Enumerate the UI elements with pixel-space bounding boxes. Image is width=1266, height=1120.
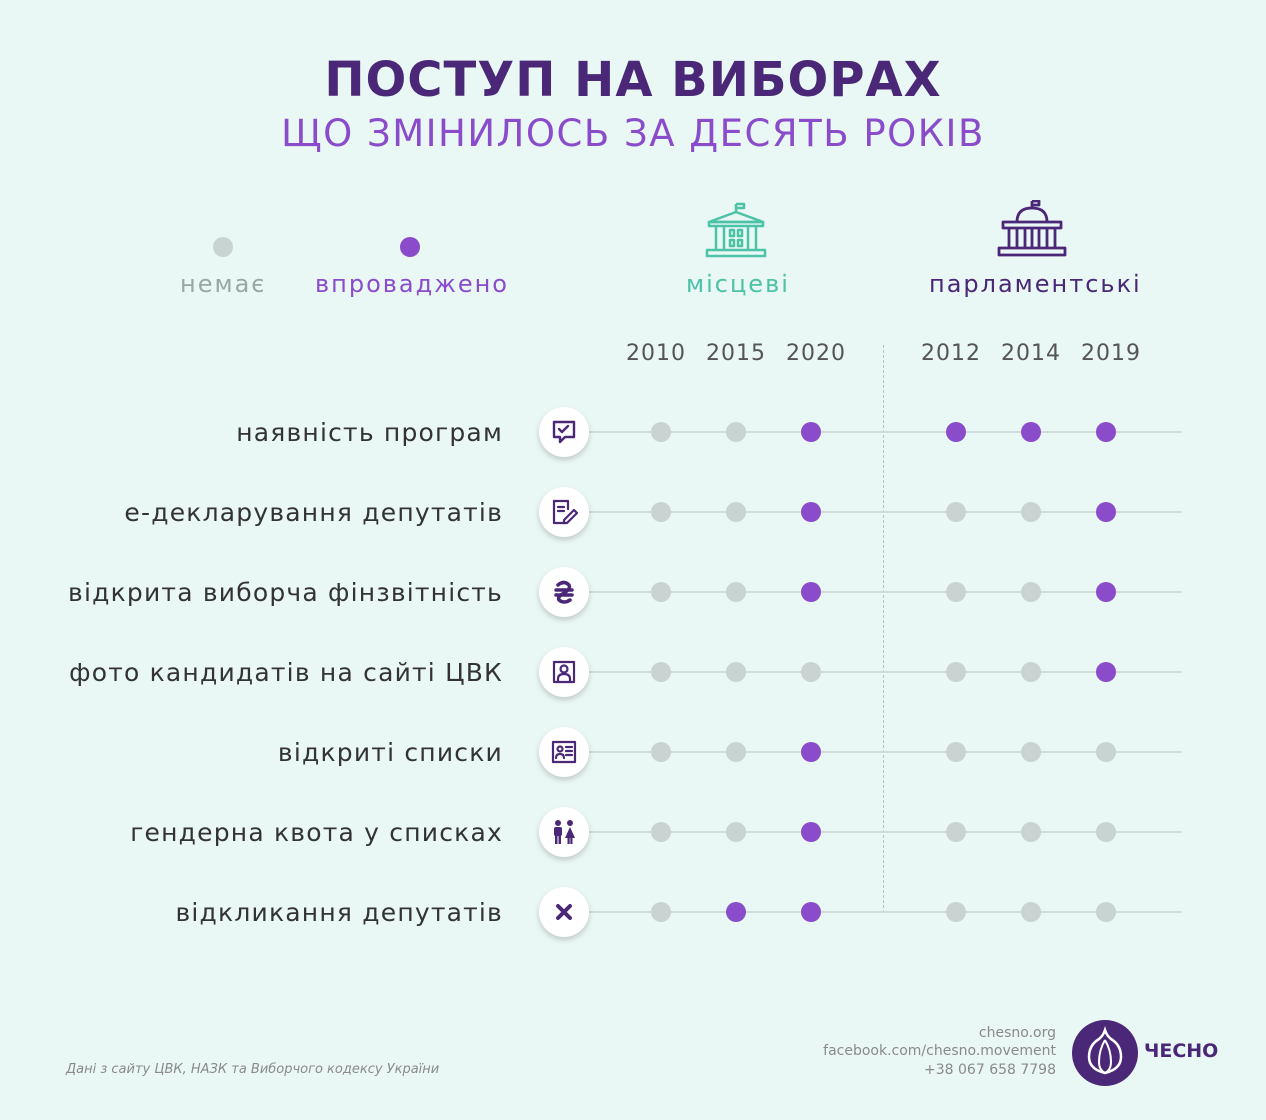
status-dot-absent [726, 742, 746, 762]
status-dot-absent [1021, 742, 1041, 762]
status-dot-implemented [801, 902, 821, 922]
legend-absent-label: немає [180, 270, 267, 298]
year-2010: 2010 [626, 341, 686, 366]
cross-icon [539, 887, 589, 937]
row-line [588, 511, 1182, 513]
status-dot-implemented [801, 582, 821, 602]
status-dot-absent [1096, 902, 1116, 922]
year-2019: 2019 [1081, 341, 1141, 366]
status-dot-implemented [1096, 502, 1116, 522]
status-dot-absent [946, 662, 966, 682]
row-label: е-декларування депутатів [124, 498, 503, 527]
local-building-icon [705, 202, 767, 262]
status-dot-absent [651, 822, 671, 842]
row-label: фото кандидатів на сайті ЦВК [69, 658, 503, 687]
year-2020: 2020 [786, 341, 846, 366]
status-dot-absent [651, 742, 671, 762]
row-line [588, 911, 1182, 913]
document-pen-icon [539, 487, 589, 537]
status-dot-implemented [801, 502, 821, 522]
legend-absent-dot [213, 237, 233, 257]
garlic-logo-icon [1072, 1020, 1138, 1090]
status-dot-absent [946, 742, 966, 762]
status-dot-implemented [801, 822, 821, 842]
year-2014: 2014 [1001, 341, 1061, 366]
status-dot-implemented [726, 902, 746, 922]
year-2015: 2015 [706, 341, 766, 366]
speech-check-icon [539, 407, 589, 457]
row-line [588, 431, 1182, 433]
row-line [588, 591, 1182, 593]
status-dot-absent [651, 502, 671, 522]
status-dot-absent [651, 582, 671, 602]
status-dot-absent [651, 662, 671, 682]
row-line [588, 671, 1182, 673]
hryvnia-icon [539, 567, 589, 617]
brand-name: ЧЕСНО [1144, 1040, 1219, 1062]
status-dot-absent [1021, 822, 1041, 842]
person-list-icon [539, 727, 589, 777]
status-dot-absent [726, 502, 746, 522]
legend-implemented-label: впроваджено [315, 270, 509, 298]
row-label: відкликання депутатів [175, 898, 503, 927]
legend-implemented-dot [400, 237, 420, 257]
facebook-link[interactable]: facebook.com/chesno.movement [823, 1043, 1056, 1059]
status-dot-absent [1021, 582, 1041, 602]
year-2012: 2012 [921, 341, 981, 366]
status-dot-absent [946, 902, 966, 922]
row-label: гендерна квота у списках [130, 818, 503, 847]
page-title: ПОСТУП НА ВИБОРАХ [324, 52, 942, 108]
status-dot-absent [726, 662, 746, 682]
page-subtitle: ЩО ЗМІНИЛОСЬ ЗА ДЕСЯТЬ РОКІВ [281, 112, 985, 155]
parliament-building-icon [997, 199, 1067, 262]
row-line [588, 751, 1182, 753]
group-divider [883, 345, 884, 913]
status-dot-absent [651, 422, 671, 442]
website-link[interactable]: chesno.org [978, 1025, 1056, 1041]
status-dot-absent [726, 422, 746, 442]
status-dot-absent [726, 582, 746, 602]
status-dot-absent [1021, 662, 1041, 682]
status-dot-absent [1021, 502, 1041, 522]
status-dot-implemented [801, 742, 821, 762]
phone-number: +38 067 658 7798 [924, 1062, 1056, 1078]
status-dot-absent [1096, 742, 1116, 762]
status-dot-absent [946, 582, 966, 602]
status-dot-absent [946, 502, 966, 522]
local-group-label: місцеві [686, 270, 790, 298]
status-dot-implemented [946, 422, 966, 442]
row-label: відкриті списки [277, 738, 503, 767]
status-dot-absent [651, 902, 671, 922]
status-dot-absent [726, 822, 746, 842]
row-label: наявність програм [236, 418, 503, 447]
status-dot-absent [1096, 822, 1116, 842]
man-woman-icon [539, 807, 589, 857]
parliament-group-label: парламентські [929, 270, 1142, 298]
status-dot-absent [801, 662, 821, 682]
status-dot-absent [1021, 902, 1041, 922]
row-line [588, 831, 1182, 833]
status-dot-implemented [1021, 422, 1041, 442]
status-dot-implemented [801, 422, 821, 442]
status-dot-implemented [1096, 582, 1116, 602]
row-label: відкрита виборча фінзвітність [68, 578, 503, 607]
status-dot-implemented [1096, 662, 1116, 682]
status-dot-absent [946, 822, 966, 842]
source-note: Дані з сайту ЦВК, НАЗК та Виборчого коде… [66, 1062, 440, 1077]
status-dot-implemented [1096, 422, 1116, 442]
photo-portrait-icon [539, 647, 589, 697]
